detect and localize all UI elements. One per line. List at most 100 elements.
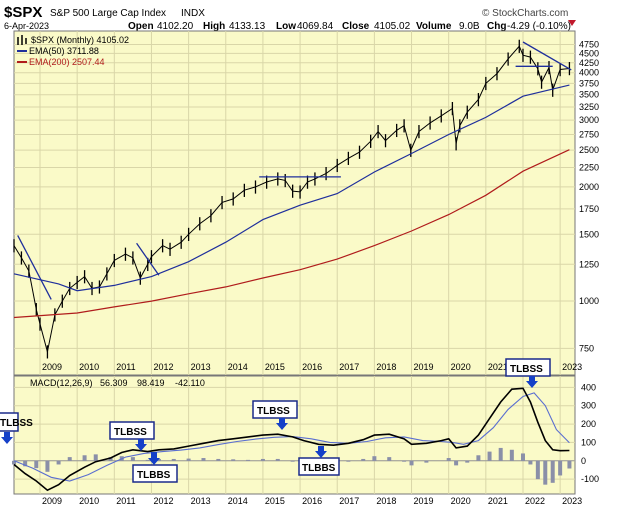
x-tick-label: 2015 (265, 496, 285, 506)
x-tick-label: 2021 (488, 362, 508, 372)
price-axis: 750 1000 1250 1500 1750 2000 2250 2500 2750 3000 3… (579, 39, 599, 353)
legend: $SPX (Monthly) 4105.02 EMA(50) 3711.88 E… (17, 35, 129, 67)
macd-line (13, 387, 570, 492)
histogram-bar (93, 454, 98, 461)
signal-value: 98.419 (137, 378, 165, 388)
x-tick-label: 2014 (228, 362, 248, 372)
x-tick-label: 2015 (265, 362, 285, 372)
trendline (136, 242, 160, 276)
x-tick-label: 2010 (79, 362, 99, 372)
price-legend-icon (17, 35, 27, 45)
histogram-bar (346, 460, 351, 462)
histogram-bar (476, 455, 481, 461)
x-tick-label: 2011 (116, 362, 135, 372)
arrow-down-icon (1, 432, 13, 444)
chg-label: Chg (487, 21, 506, 32)
histogram-bar (108, 457, 113, 461)
close-label: Close (342, 21, 370, 32)
y-tick-label: 4500 (579, 48, 599, 58)
y-tick-label: 2000 (579, 182, 599, 192)
y-tick-label: 200 (581, 419, 596, 429)
histogram-bar (409, 460, 414, 466)
histogram-bar (498, 447, 503, 461)
high-value: 4133.13 (229, 21, 266, 32)
volume-value: 9.0B (459, 21, 480, 32)
x-tick-label: 2022 (525, 496, 545, 506)
volume-label: Volume (416, 21, 452, 32)
histogram-bar (290, 460, 295, 462)
histogram-bar (130, 457, 135, 461)
y-tick-label: 3250 (579, 102, 599, 112)
histogram-bar (454, 460, 459, 466)
histogram-bar (12, 460, 16, 465)
callout-box (132, 464, 178, 483)
callout-label: TLBBS (137, 470, 171, 481)
y-tick-label: 750 (579, 343, 594, 353)
histogram-bar (246, 459, 251, 461)
callout-label: TLBSS (257, 406, 290, 417)
histogram-bar (23, 460, 28, 467)
y-tick-label: 3750 (579, 78, 599, 88)
histogram-bar (145, 459, 150, 461)
price-lines (13, 39, 572, 359)
open-value: 4102.20 (157, 21, 194, 32)
macd-panel (13, 375, 576, 495)
histogram-bar (543, 460, 548, 485)
histogram-bar (82, 455, 87, 461)
time-axis: 2009 2010 2011 2012 2013 2014 2015 2016 2017 2018… (42, 362, 582, 372)
macd-lines (13, 387, 570, 492)
y-tick-label: 1500 (579, 229, 599, 239)
y-tick-label: 100 (581, 437, 596, 447)
macd-histogram (12, 447, 572, 485)
callout-box (505, 358, 551, 377)
histogram-bar (45, 460, 50, 472)
callout-box (298, 457, 340, 476)
y-tick-label: 400 (581, 382, 596, 392)
y-tick-label: 3500 (579, 90, 599, 100)
histogram-bar (260, 458, 265, 461)
y-tick-label: 0 (581, 456, 586, 466)
histogram-bar (424, 460, 429, 463)
histogram-bar (558, 460, 563, 476)
arrow-up-icon (315, 446, 327, 458)
x-tick-label: 2010 (79, 496, 99, 506)
arrow-up-icon (148, 452, 160, 465)
y-tick-label: 1000 (579, 296, 599, 306)
callout-label: TLBSS (0, 418, 33, 429)
histogram-bar (535, 460, 540, 480)
signal-line (13, 392, 570, 482)
trendline (17, 235, 52, 300)
ema200-line (13, 149, 570, 319)
y-tick-label: 1250 (579, 259, 599, 269)
x-tick-label: 2013 (191, 496, 211, 506)
x-tick-label: 2017 (339, 362, 359, 372)
y-tick-label: 300 (581, 401, 596, 411)
arrow-down-icon (526, 376, 538, 388)
exchange: INDX (181, 8, 205, 19)
x-tick-label: 2020 (451, 496, 471, 506)
legend-ema200: EMA(200) 2507.44 (29, 57, 105, 67)
y-tick-label: 4000 (579, 68, 599, 78)
open-label: Open (128, 21, 154, 32)
ema50-line (13, 84, 570, 292)
price-grid (14, 31, 575, 375)
callout-box (0, 412, 19, 432)
x-tick-label: 2019 (414, 496, 434, 506)
callout-label: TLBSS (510, 364, 543, 375)
arrow-down-icon (276, 418, 288, 430)
callout-box (252, 400, 298, 419)
y-tick-label: 2500 (579, 145, 599, 155)
y-tick-label: -100 (581, 474, 599, 484)
x-tick-label: 2016 (302, 496, 322, 506)
annotations: TLBSS TLBSS TLBBS TLBSS TLBBS TLBSS (0, 358, 551, 483)
histogram-bar (487, 451, 492, 461)
close-value: 4105.02 (374, 21, 411, 32)
x-tick-label: 2021 (488, 496, 508, 506)
histogram-bar (387, 457, 392, 461)
callout-box (109, 421, 155, 440)
low-value: 4069.84 (297, 21, 334, 32)
legend-price: $SPX (Monthly) 4105.02 (31, 35, 129, 45)
histogram-bar (216, 458, 221, 461)
histogram-bar (361, 458, 366, 461)
x-tick-label: 2009 (42, 496, 62, 506)
